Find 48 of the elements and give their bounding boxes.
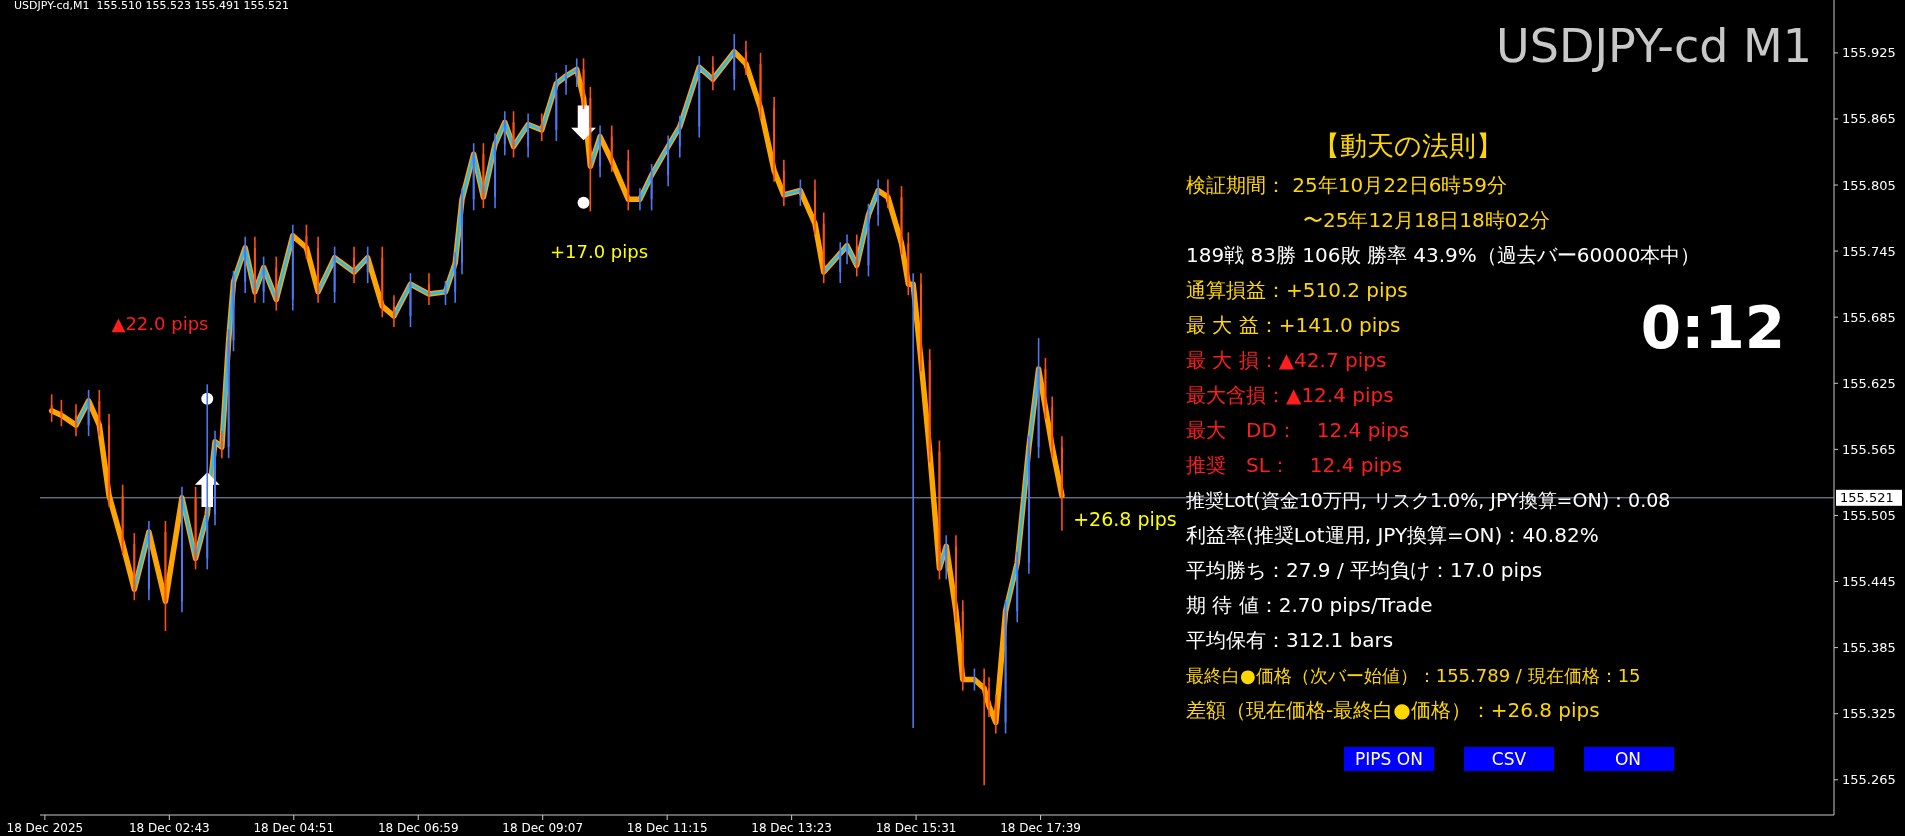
y-tick-label: 155.265 bbox=[1842, 772, 1896, 788]
annotation: 推奨Lot(資金10万円, リスク1.0%, JPY換算=ON)：0.08 bbox=[1186, 489, 1671, 511]
annotation: 189戦 83勝 106敗 勝率 43.9%（過去バー60000本中） bbox=[1186, 243, 1701, 267]
annotation: 期 待 値：2.70 pips/Trade bbox=[1186, 593, 1433, 617]
x-tick-label: 18 Dec 13:23 bbox=[751, 821, 832, 835]
annotation: 〜25年12月18日18時02分 bbox=[1303, 208, 1551, 232]
y-tick-label: 155.925 bbox=[1842, 45, 1896, 61]
y-tick-label: 155.625 bbox=[1842, 375, 1896, 391]
annotation: PIPS ON bbox=[1355, 749, 1423, 769]
annotation: 平均保有：312.1 bars bbox=[1186, 628, 1394, 652]
x-tick-label: 18 Dec 09:07 bbox=[502, 821, 584, 835]
x-tick-label: 18 Dec 15:31 bbox=[875, 821, 957, 835]
y-tick-label: 155.565 bbox=[1842, 441, 1896, 457]
x-tick-label: 18 Dec 02:43 bbox=[128, 821, 210, 835]
x-tick-label: 18 Dec 2025 bbox=[6, 821, 84, 835]
annotation: 推奨 SL： 12.4 pips bbox=[1186, 453, 1403, 477]
annotation: +26.8 pips bbox=[1073, 508, 1177, 530]
annotation: +17.0 pips bbox=[549, 241, 649, 262]
y-tick-label: 155.445 bbox=[1842, 574, 1896, 590]
annotation: 最大 DD： 12.4 pips bbox=[1186, 418, 1410, 442]
annotation: ON bbox=[1614, 749, 1642, 769]
annotation: 差額（現在価格-最終白●価格）：+26.8 pips bbox=[1186, 698, 1600, 722]
chart-title: USDJPY-cd M1 bbox=[1496, 19, 1812, 73]
x-tick-label: 18 Dec 11:15 bbox=[626, 821, 708, 835]
annotation: 最 大 損：▲42.7 pips bbox=[1186, 348, 1387, 372]
y-tick-label: 155.685 bbox=[1842, 309, 1896, 325]
annotation: 通算損益：+510.2 pips bbox=[1186, 278, 1408, 302]
annotation: 検証期間： 25年10月22日6時59分 bbox=[1186, 173, 1507, 197]
chart-subtitle: USDJPY-cd,M1 155.510 155.523 155.491 155.521 bbox=[14, 0, 289, 12]
y-tick-label: 155.745 bbox=[1842, 243, 1896, 259]
annotation: 平均勝ち：27.9 / 平均負け：17.0 pips bbox=[1186, 558, 1543, 582]
annotation: CSV bbox=[1491, 749, 1527, 769]
y-tick-label: 155.865 bbox=[1842, 111, 1896, 127]
annotation: ▲22.0 pips bbox=[111, 313, 209, 334]
annotation: 最大含損：▲12.4 pips bbox=[1186, 383, 1394, 407]
annotation: 【動天の法則】 bbox=[1313, 130, 1503, 161]
annotation: 最終白●価格（次バー始値）：155.789 / 現在価格：15 bbox=[1186, 665, 1641, 686]
x-tick-label: 18 Dec 06:59 bbox=[377, 821, 459, 835]
annotation: 最 大 益：+141.0 pips bbox=[1186, 313, 1401, 337]
y-tick-label: 155.325 bbox=[1842, 706, 1896, 722]
y-tick-label: 155.805 bbox=[1842, 177, 1896, 193]
y-tick-label: 155.505 bbox=[1842, 507, 1896, 523]
x-tick-label: 18 Dec 17:39 bbox=[1000, 821, 1081, 835]
ref-line-label: 155.521 bbox=[1840, 490, 1894, 506]
y-tick-label: 155.385 bbox=[1842, 640, 1896, 656]
x-tick-label: 18 Dec 04:51 bbox=[253, 821, 335, 835]
annotation: 利益率(推奨Lot運用, JPY換算=ON)：40.82% bbox=[1186, 523, 1599, 547]
annotation: 0:12 bbox=[1640, 294, 1786, 362]
